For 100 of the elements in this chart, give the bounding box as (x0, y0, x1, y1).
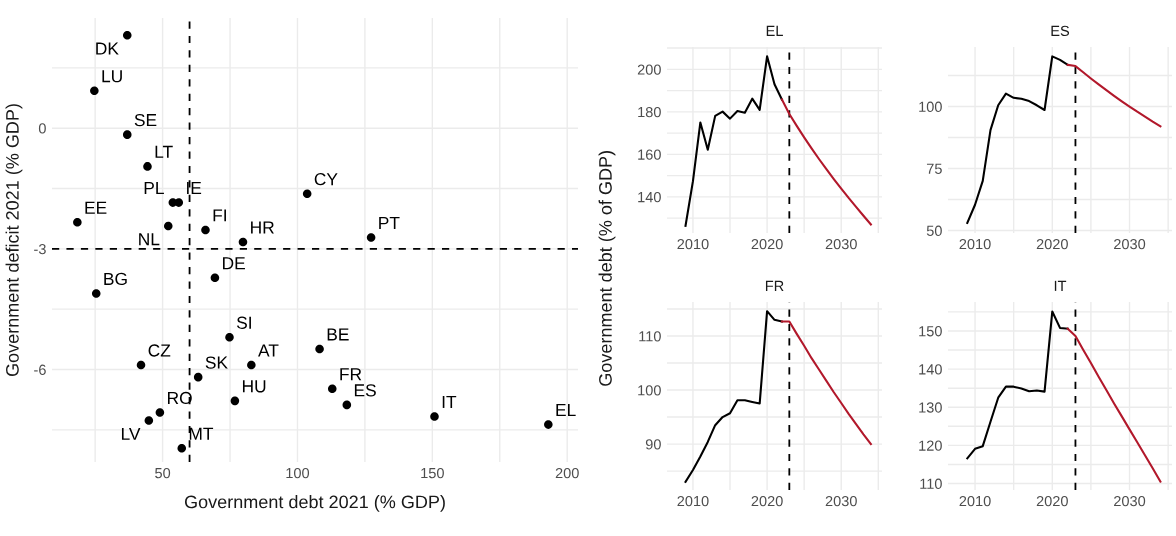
annotation: CY (314, 173, 338, 186)
point (430, 412, 439, 421)
point (210, 273, 220, 283)
chart-title: EL (766, 25, 783, 36)
x-axis-title: Government debt 2021 (% GDP) (184, 495, 445, 512)
line-series (1066, 327, 1162, 483)
annotation: FI (213, 209, 226, 222)
point (122, 130, 132, 139)
y-axis-title: Government debt (% of GDP) (598, 151, 616, 386)
point (366, 233, 376, 242)
annotation: EE (85, 201, 107, 214)
annotation: SE (134, 113, 157, 127)
point (342, 400, 352, 410)
point (73, 218, 82, 227)
x-tick-label: 2030 (1114, 238, 1146, 250)
point (163, 221, 173, 231)
annotation: DK (96, 42, 119, 55)
y-tick-label: 110 (639, 331, 661, 342)
point (143, 162, 152, 171)
y-tick-label: 160 (638, 149, 661, 160)
annotation: IE (187, 182, 202, 194)
y-tick-label: 50 (926, 225, 942, 236)
x-tick-label: 2010 (959, 238, 991, 250)
x-tick-label: 150 (421, 467, 444, 479)
chart-title: IT (1054, 280, 1067, 291)
annotation: MT (189, 427, 214, 440)
point (238, 237, 248, 247)
y-tick-label: 100 (638, 385, 661, 396)
annotation: PL (144, 182, 164, 194)
line-series (1066, 63, 1162, 128)
y-tick-label: -3 (34, 243, 46, 255)
point (144, 416, 154, 425)
annotation: BE (327, 328, 349, 341)
point (225, 333, 234, 342)
annotation: HU (242, 380, 266, 393)
annotation: LU (102, 70, 122, 83)
line-series (966, 310, 1069, 460)
point (201, 225, 210, 235)
annotation: EL (556, 404, 576, 416)
y-tick-label: 180 (638, 106, 661, 118)
point (91, 289, 101, 298)
x-tick-label: 2020 (1036, 495, 1068, 507)
line-series (966, 55, 1069, 224)
y-tick-label: -6 (34, 364, 46, 375)
annotation: PT (379, 217, 400, 229)
annotation: AT (258, 344, 279, 357)
annotation: NL (139, 233, 160, 246)
y-tick-label: 130 (919, 402, 942, 413)
y-tick-label: 0 (38, 123, 46, 134)
x-tick-label: 100 (286, 467, 310, 479)
point (122, 31, 132, 40)
x-tick-label: 2010 (959, 495, 991, 507)
y-tick-label: 140 (638, 191, 661, 203)
y-tick-label: 140 (919, 364, 942, 375)
point (230, 396, 240, 406)
x-tick-label: 200 (555, 467, 579, 479)
x-tick-label: 2010 (677, 495, 709, 507)
point (90, 86, 99, 96)
annotation: CZ (148, 344, 171, 357)
line-series (780, 98, 872, 226)
y-tick-label: 110 (920, 478, 942, 489)
point (315, 344, 324, 354)
annotation: ES (354, 384, 376, 397)
line-series (780, 320, 872, 446)
point (155, 408, 165, 417)
y-tick-label: 100 (919, 101, 942, 112)
x-tick-label: 2020 (751, 495, 783, 507)
y-tick-label: 90 (645, 439, 661, 450)
annotation: LT (155, 145, 173, 158)
point (177, 444, 187, 453)
chart-title: ES (1051, 25, 1070, 37)
point (193, 372, 203, 382)
point (544, 420, 553, 429)
annotation: IT (442, 396, 457, 408)
annotation: RO (167, 391, 192, 405)
y-axis-title: Government deficit 2021 (% GDP) (5, 104, 23, 377)
x-tick-label: 2010 (677, 238, 709, 250)
annotation: LV (121, 427, 141, 440)
annotation: FR (340, 368, 362, 381)
line-series (684, 310, 783, 483)
point (136, 360, 146, 370)
x-tick-label: 2020 (1036, 238, 1068, 250)
x-tick-label: 2030 (825, 495, 857, 507)
x-tick-label: 2020 (751, 238, 783, 250)
annotation: DE (223, 257, 245, 270)
annotation: HR (251, 221, 274, 234)
y-tick-label: 200 (637, 64, 661, 75)
x-tick-label: 50 (155, 467, 171, 479)
annotation: SI (236, 316, 251, 329)
x-tick-label: 2030 (825, 238, 857, 250)
point (247, 360, 256, 370)
point (327, 384, 337, 394)
y-tick-label: 120 (919, 440, 942, 451)
line-series (684, 55, 783, 227)
annotation: SK (205, 356, 228, 369)
x-tick-label: 2030 (1114, 495, 1146, 507)
y-tick-label: 75 (926, 163, 942, 174)
annotation: BG (104, 272, 127, 286)
y-tick-label: 150 (919, 326, 942, 337)
point (302, 189, 312, 199)
